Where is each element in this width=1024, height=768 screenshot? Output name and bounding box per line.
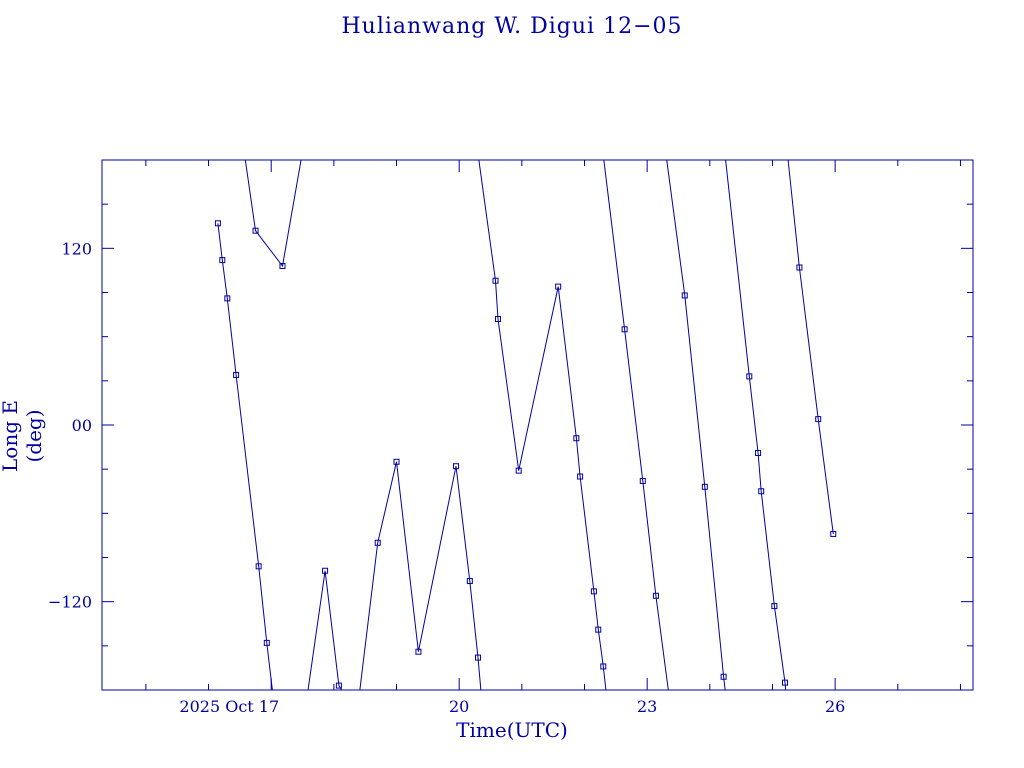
series-line-7 — [725, 160, 787, 690]
data-point — [555, 283, 562, 290]
data-point — [393, 458, 400, 465]
data-point — [639, 477, 646, 484]
data-point — [279, 263, 286, 269]
data-point — [224, 295, 231, 302]
series-line-5 — [603, 160, 669, 690]
data-point — [219, 257, 226, 264]
series-line-6 — [666, 160, 726, 690]
data-point — [755, 449, 762, 456]
data-point — [830, 530, 837, 537]
data-point — [681, 292, 688, 299]
data-point — [595, 626, 602, 633]
data-point — [322, 567, 329, 574]
data-point — [590, 588, 597, 595]
series-group — [214, 160, 837, 690]
series-line-4 — [478, 160, 607, 690]
y-axis-label: Long E (deg) — [0, 400, 46, 472]
data-point — [771, 603, 778, 610]
series-line-1 — [217, 223, 343, 690]
data-point — [252, 227, 259, 234]
x-axis-label: Time(UTC) — [456, 718, 568, 742]
data-point — [621, 326, 628, 333]
data-point — [652, 592, 659, 599]
chart-title: Hulianwang W. Digui 12−05 — [341, 14, 683, 39]
series-line-2 — [244, 160, 302, 268]
data-point — [466, 578, 473, 585]
data-point — [815, 416, 822, 423]
data-point — [701, 483, 708, 490]
data-point — [214, 220, 221, 227]
x-tick-label: 26 — [825, 697, 845, 716]
data-point — [255, 563, 262, 570]
series-line-3 — [359, 461, 482, 690]
axis-ticks — [102, 160, 973, 690]
data-point — [415, 648, 422, 655]
data-point — [782, 679, 789, 686]
y-tick-label: −120 — [48, 593, 92, 612]
data-point — [515, 467, 522, 474]
data-point — [495, 316, 502, 322]
data-point — [492, 277, 499, 284]
data-point — [573, 435, 580, 442]
data-point — [474, 654, 481, 661]
x-tick-label: 20 — [449, 697, 469, 716]
data-point — [577, 473, 584, 480]
data-point — [746, 373, 753, 380]
data-point — [758, 488, 765, 495]
data-point — [374, 539, 381, 546]
axis-tick-labels: 2025 Oct 17 20 23 26 120 00 −120 — [48, 239, 845, 716]
data-point — [720, 673, 727, 680]
plot-frame — [101, 159, 974, 691]
y-tick-label: 00 — [72, 416, 92, 435]
data-point — [796, 264, 803, 271]
data-point — [335, 682, 342, 689]
y-tick-label: 120 — [61, 239, 92, 258]
series-line-8 — [787, 160, 834, 534]
x-tick-label: 2025 Oct 17 — [179, 697, 279, 716]
data-point — [600, 663, 607, 670]
x-tick-label: 23 — [637, 697, 657, 716]
data-point — [233, 371, 240, 378]
data-point — [453, 463, 460, 470]
data-point — [263, 639, 270, 646]
